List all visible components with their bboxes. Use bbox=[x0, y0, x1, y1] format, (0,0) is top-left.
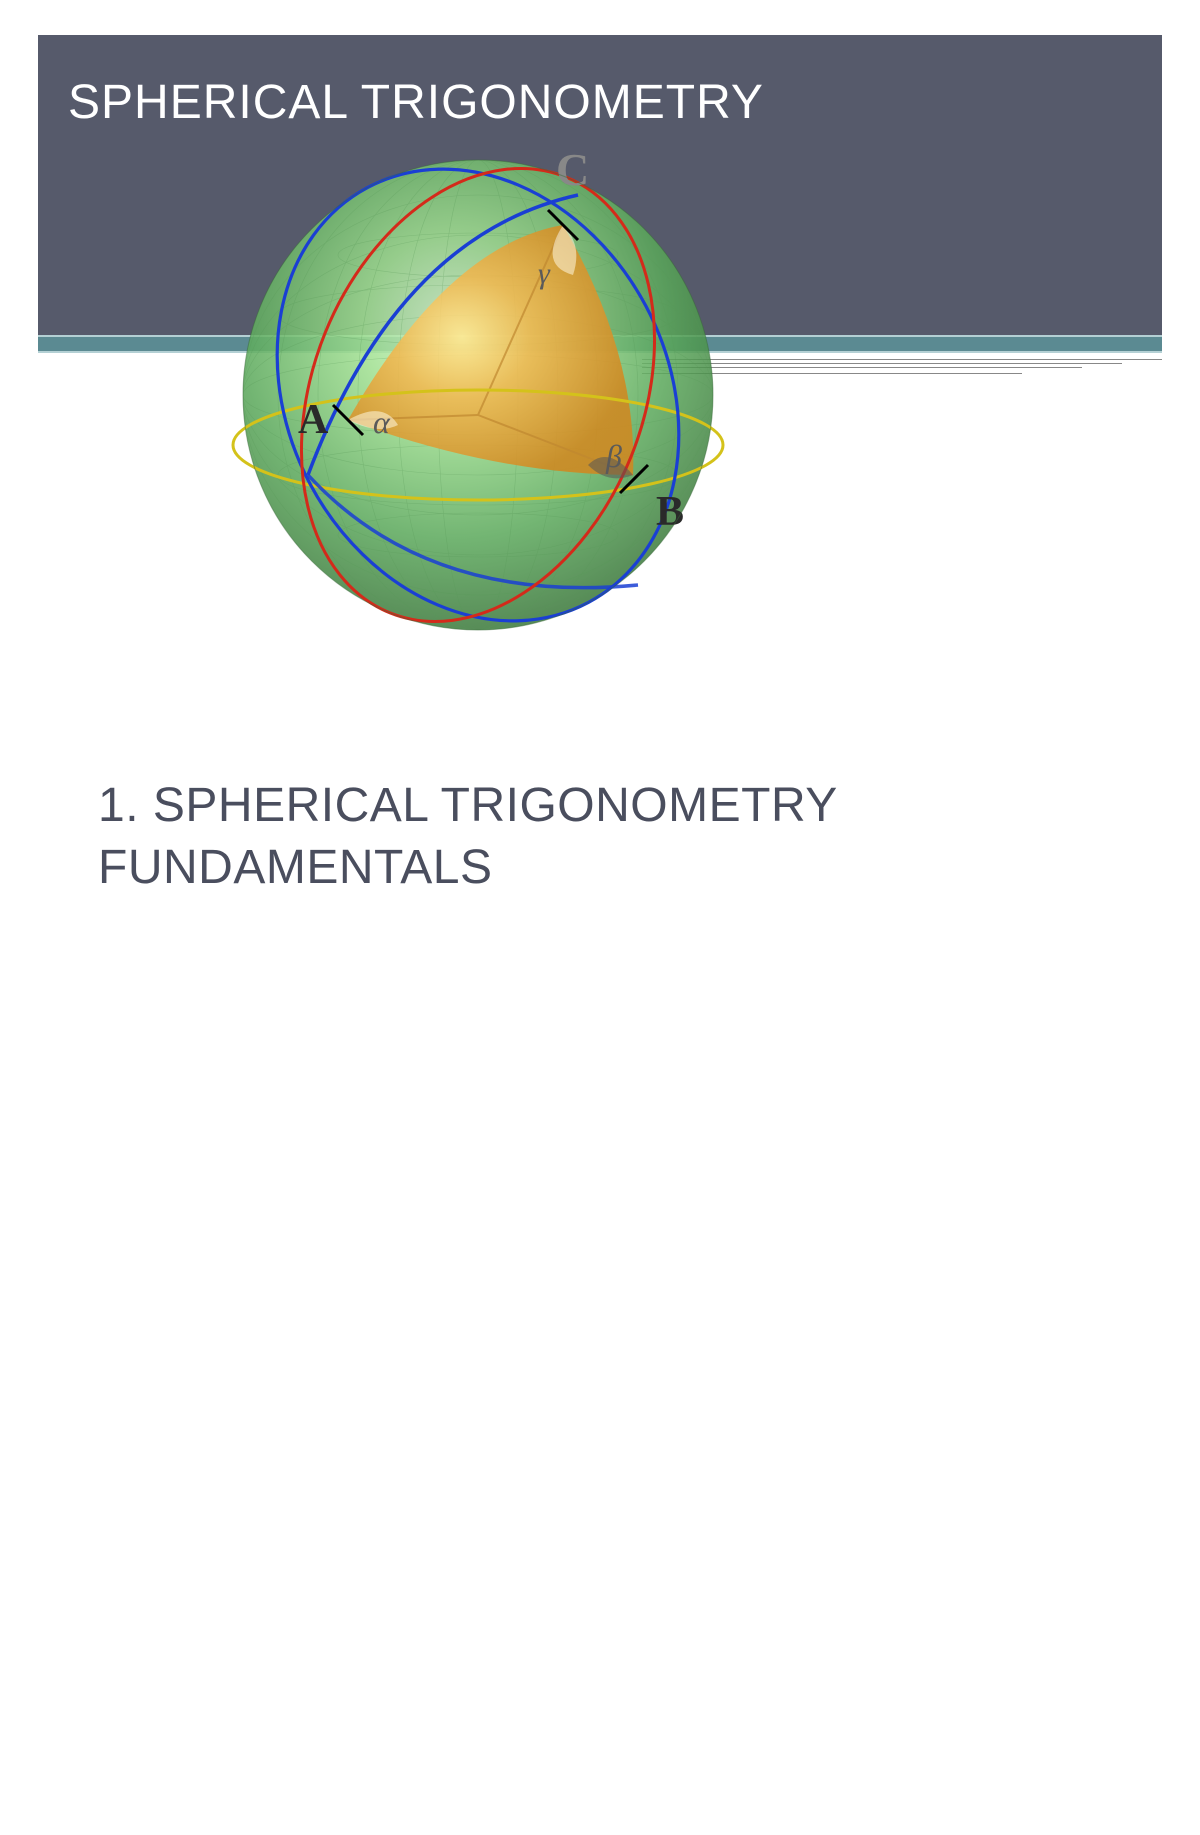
vertex-a-label: A bbox=[298, 397, 329, 443]
title-slide: SPHERICAL TRIGONOMETRY bbox=[38, 35, 1162, 605]
section-slide: 1. SPHERICAL TRIGONOMETRY FUNDAMENTALS bbox=[38, 655, 1162, 1225]
sphere-diagram: A B C α β γ bbox=[218, 115, 738, 635]
angle-gamma-label: γ bbox=[538, 257, 551, 290]
angle-alpha-label: α bbox=[373, 404, 391, 440]
section-title: 1. SPHERICAL TRIGONOMETRY FUNDAMENTALS bbox=[98, 775, 1098, 900]
vertex-c-label: C bbox=[556, 144, 589, 195]
angle-beta-label: β bbox=[605, 438, 622, 474]
vertex-b-label: B bbox=[656, 489, 684, 535]
